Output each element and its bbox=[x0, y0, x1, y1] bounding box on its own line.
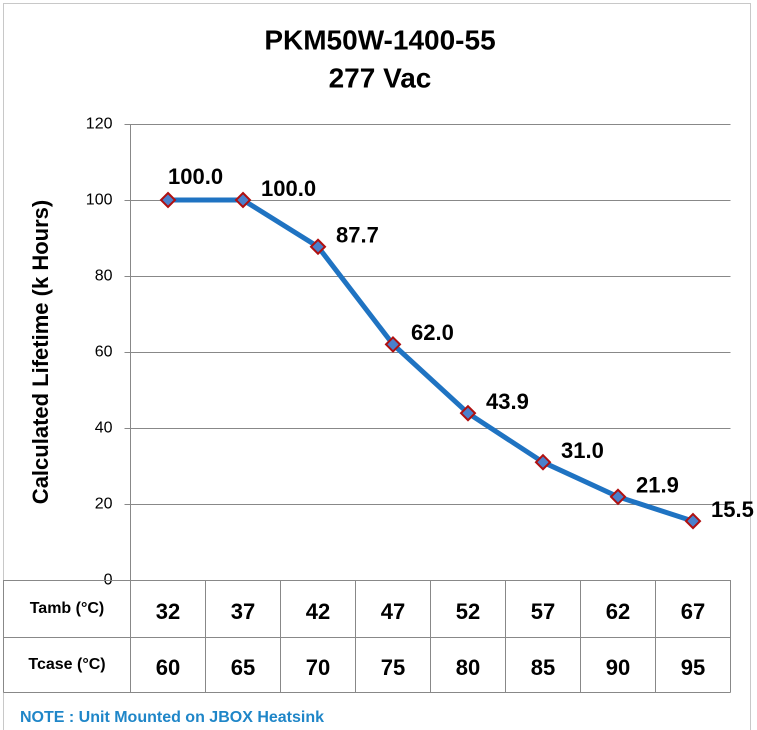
data-label: 21.9 bbox=[636, 473, 679, 498]
table-cell: 37 bbox=[231, 599, 255, 624]
marker bbox=[534, 453, 552, 471]
data-label: 15.5 bbox=[711, 497, 754, 522]
data-label: 100.0 bbox=[261, 176, 316, 201]
line-series bbox=[168, 197, 694, 524]
data-label: 87.7 bbox=[336, 223, 379, 248]
table-cell: 85 bbox=[531, 655, 555, 680]
data-label: 62.0 bbox=[411, 320, 454, 345]
table-cell: 67 bbox=[681, 599, 705, 624]
marker bbox=[459, 404, 477, 422]
marker bbox=[309, 238, 327, 256]
table-cell: 65 bbox=[231, 655, 255, 680]
table-cell: 57 bbox=[531, 599, 555, 624]
y-axis-title: Calculated Lifetime (k Hours) bbox=[28, 200, 53, 504]
marker bbox=[234, 191, 252, 209]
table-cell: 42 bbox=[306, 599, 330, 624]
table-cell: 32 bbox=[156, 599, 180, 624]
note: NOTE : Unit Mounted on JBOX Heatsink bbox=[20, 709, 324, 726]
row-label: Tamb (°C) bbox=[30, 600, 105, 617]
chart-title: PKM50W-1400-55 bbox=[264, 24, 495, 55]
y-tick-label: 40 bbox=[95, 420, 113, 437]
table-cell: 80 bbox=[456, 655, 480, 680]
table-cell: 95 bbox=[681, 655, 705, 680]
y-tick-label: 80 bbox=[95, 268, 113, 285]
table-cell: 70 bbox=[306, 655, 330, 680]
table-cell: 52 bbox=[456, 599, 480, 624]
table-cell: 75 bbox=[381, 655, 405, 680]
chart-subtitle: 277 Vac bbox=[329, 62, 432, 93]
y-tick-label: 60 bbox=[95, 344, 113, 361]
marker bbox=[384, 335, 402, 353]
row-label: Tcase (°C) bbox=[28, 656, 105, 673]
table-cell: 60 bbox=[156, 655, 180, 680]
y-tick-label: 100 bbox=[86, 192, 113, 209]
data-label: 100.0 bbox=[168, 164, 223, 189]
chart-border bbox=[3, 3, 751, 730]
marker bbox=[684, 512, 702, 530]
data-label: 31.0 bbox=[561, 438, 604, 463]
y-tick-label: 120 bbox=[86, 116, 113, 133]
table-cell: 47 bbox=[381, 599, 405, 624]
table-cell: 62 bbox=[606, 599, 630, 624]
y-tick-label: 20 bbox=[95, 496, 113, 513]
marker bbox=[609, 488, 627, 506]
data-label: 43.9 bbox=[486, 389, 529, 414]
marker bbox=[159, 191, 177, 209]
table-cell: 90 bbox=[606, 655, 630, 680]
